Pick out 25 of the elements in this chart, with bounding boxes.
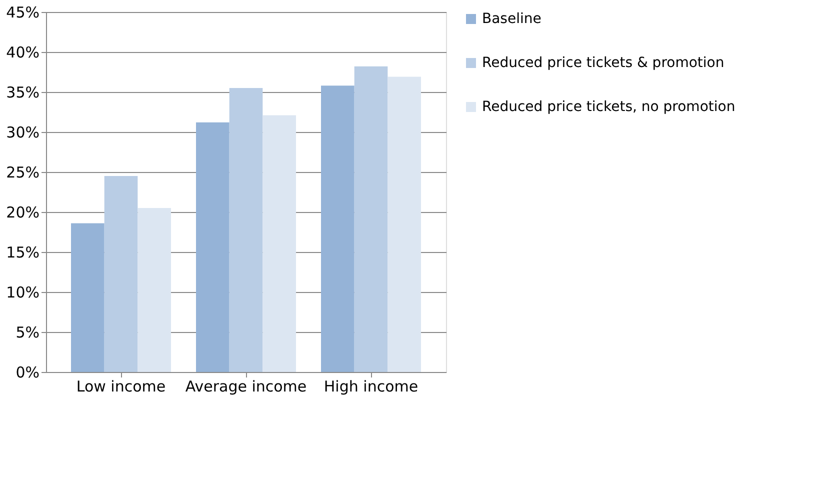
y-tick-label: 15% [6,244,40,262]
bar [196,122,230,372]
bar [321,86,354,372]
legend-label: Reduced price tickets & promotion [482,55,724,71]
bar [354,66,388,372]
y-tick-label: 35% [6,84,40,102]
y-tick-label: 10% [6,284,40,302]
y-tick-label: 0% [16,364,40,382]
bar [104,176,138,372]
x-tick-label: Average income [185,378,307,396]
bar [388,76,421,372]
legend-label: Reduced price tickets, no promotion [482,99,736,115]
y-tick-label: 45% [6,4,40,22]
y-tick-label: 30% [6,124,40,142]
bar [138,208,171,372]
y-tick-label: 25% [6,164,40,182]
x-tick-label: High income [324,378,418,396]
bar [229,88,263,372]
y-tick-label: 5% [16,324,40,342]
y-tick-label: 40% [6,44,40,62]
y-tick-label: 20% [6,204,40,222]
x-tick-label: Low income [76,378,166,396]
bar [262,115,296,372]
bar [71,223,104,372]
legend-label: Baseline [482,11,542,27]
